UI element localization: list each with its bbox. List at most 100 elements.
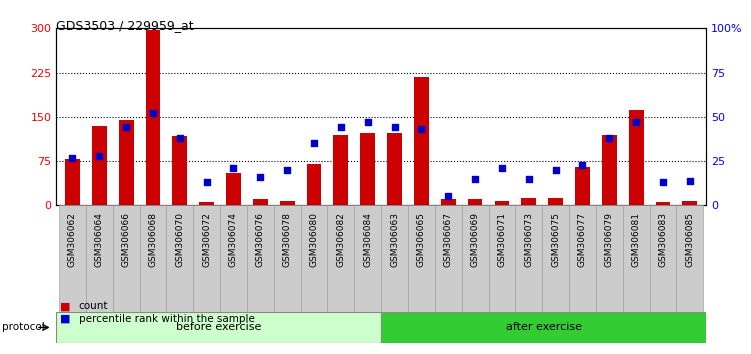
Text: GSM306062: GSM306062 <box>68 212 77 267</box>
Bar <box>306 164 321 205</box>
Point <box>93 153 105 159</box>
Bar <box>677 205 703 333</box>
Point <box>362 119 374 125</box>
Bar <box>113 205 140 333</box>
Text: GSM306082: GSM306082 <box>336 212 345 267</box>
Text: GSM306080: GSM306080 <box>309 212 318 267</box>
Text: GSM306065: GSM306065 <box>417 212 426 267</box>
Bar <box>56 312 381 343</box>
Bar <box>468 199 482 205</box>
Bar <box>408 205 435 333</box>
Point <box>657 179 669 185</box>
Point <box>228 165 240 171</box>
Text: GSM306072: GSM306072 <box>202 212 211 267</box>
Bar <box>515 205 542 333</box>
Bar <box>623 205 650 333</box>
Bar <box>360 133 375 205</box>
Point <box>523 176 535 182</box>
Bar <box>381 312 706 343</box>
Text: protocol: protocol <box>2 322 44 332</box>
Bar <box>495 201 509 205</box>
Point <box>577 162 589 167</box>
Bar <box>253 199 267 205</box>
Bar <box>199 202 214 205</box>
Text: GSM306085: GSM306085 <box>686 212 695 267</box>
Point <box>415 126 427 132</box>
Text: GSM306067: GSM306067 <box>444 212 453 267</box>
Bar <box>683 201 697 205</box>
Point <box>147 110 159 116</box>
Bar <box>435 205 462 333</box>
Text: GSM306068: GSM306068 <box>149 212 158 267</box>
Bar <box>414 77 429 205</box>
Text: ■: ■ <box>60 301 71 311</box>
Bar <box>59 205 86 333</box>
Point <box>335 125 347 130</box>
Text: GSM306063: GSM306063 <box>390 212 399 267</box>
Bar <box>388 133 402 205</box>
Point <box>308 141 320 146</box>
Point <box>469 176 481 182</box>
Text: after exercise: after exercise <box>505 322 581 332</box>
Text: GSM306070: GSM306070 <box>175 212 184 267</box>
Point <box>173 135 185 141</box>
Text: GSM306074: GSM306074 <box>229 212 238 267</box>
Bar <box>548 198 563 205</box>
Bar <box>280 201 294 205</box>
Point <box>120 125 132 130</box>
Bar <box>333 135 348 205</box>
Text: GSM306064: GSM306064 <box>95 212 104 267</box>
Text: GDS3503 / 229959_at: GDS3503 / 229959_at <box>56 19 194 33</box>
Text: GSM306078: GSM306078 <box>282 212 291 267</box>
Text: percentile rank within the sample: percentile rank within the sample <box>79 314 255 324</box>
Bar <box>354 205 381 333</box>
Bar <box>629 110 644 205</box>
Bar <box>569 205 596 333</box>
Text: GSM306069: GSM306069 <box>471 212 480 267</box>
Bar <box>441 199 456 205</box>
Point <box>388 125 400 130</box>
Bar <box>650 205 677 333</box>
Point <box>630 119 642 125</box>
Point <box>201 179 213 185</box>
Text: GSM306076: GSM306076 <box>256 212 265 267</box>
Bar <box>65 159 80 205</box>
Text: ■: ■ <box>60 314 71 324</box>
Bar <box>596 205 623 333</box>
Bar <box>86 205 113 333</box>
Point <box>255 174 267 180</box>
Bar <box>656 202 671 205</box>
Point <box>442 194 454 199</box>
Bar <box>602 135 617 205</box>
Bar <box>193 205 220 333</box>
Point <box>281 167 293 173</box>
Bar <box>327 205 354 333</box>
Bar <box>381 205 408 333</box>
Point <box>603 135 615 141</box>
Bar <box>92 126 107 205</box>
Point <box>550 167 562 173</box>
Text: GSM306084: GSM306084 <box>363 212 372 267</box>
Bar <box>167 205 193 333</box>
Text: GSM306083: GSM306083 <box>659 212 668 267</box>
Bar <box>119 120 134 205</box>
Bar <box>521 198 536 205</box>
Bar <box>274 205 300 333</box>
Bar <box>247 205 274 333</box>
Bar <box>488 205 515 333</box>
Point <box>496 165 508 171</box>
Text: GSM306079: GSM306079 <box>605 212 614 267</box>
Text: before exercise: before exercise <box>176 322 261 332</box>
Text: GSM306071: GSM306071 <box>497 212 506 267</box>
Text: GSM306077: GSM306077 <box>578 212 587 267</box>
Text: GSM306075: GSM306075 <box>551 212 560 267</box>
Text: GSM306081: GSM306081 <box>632 212 641 267</box>
Bar <box>300 205 327 333</box>
Bar <box>462 205 488 333</box>
Bar <box>226 173 241 205</box>
Bar <box>542 205 569 333</box>
Bar <box>140 205 167 333</box>
Point <box>66 155 78 160</box>
Bar <box>575 167 590 205</box>
Bar <box>220 205 247 333</box>
